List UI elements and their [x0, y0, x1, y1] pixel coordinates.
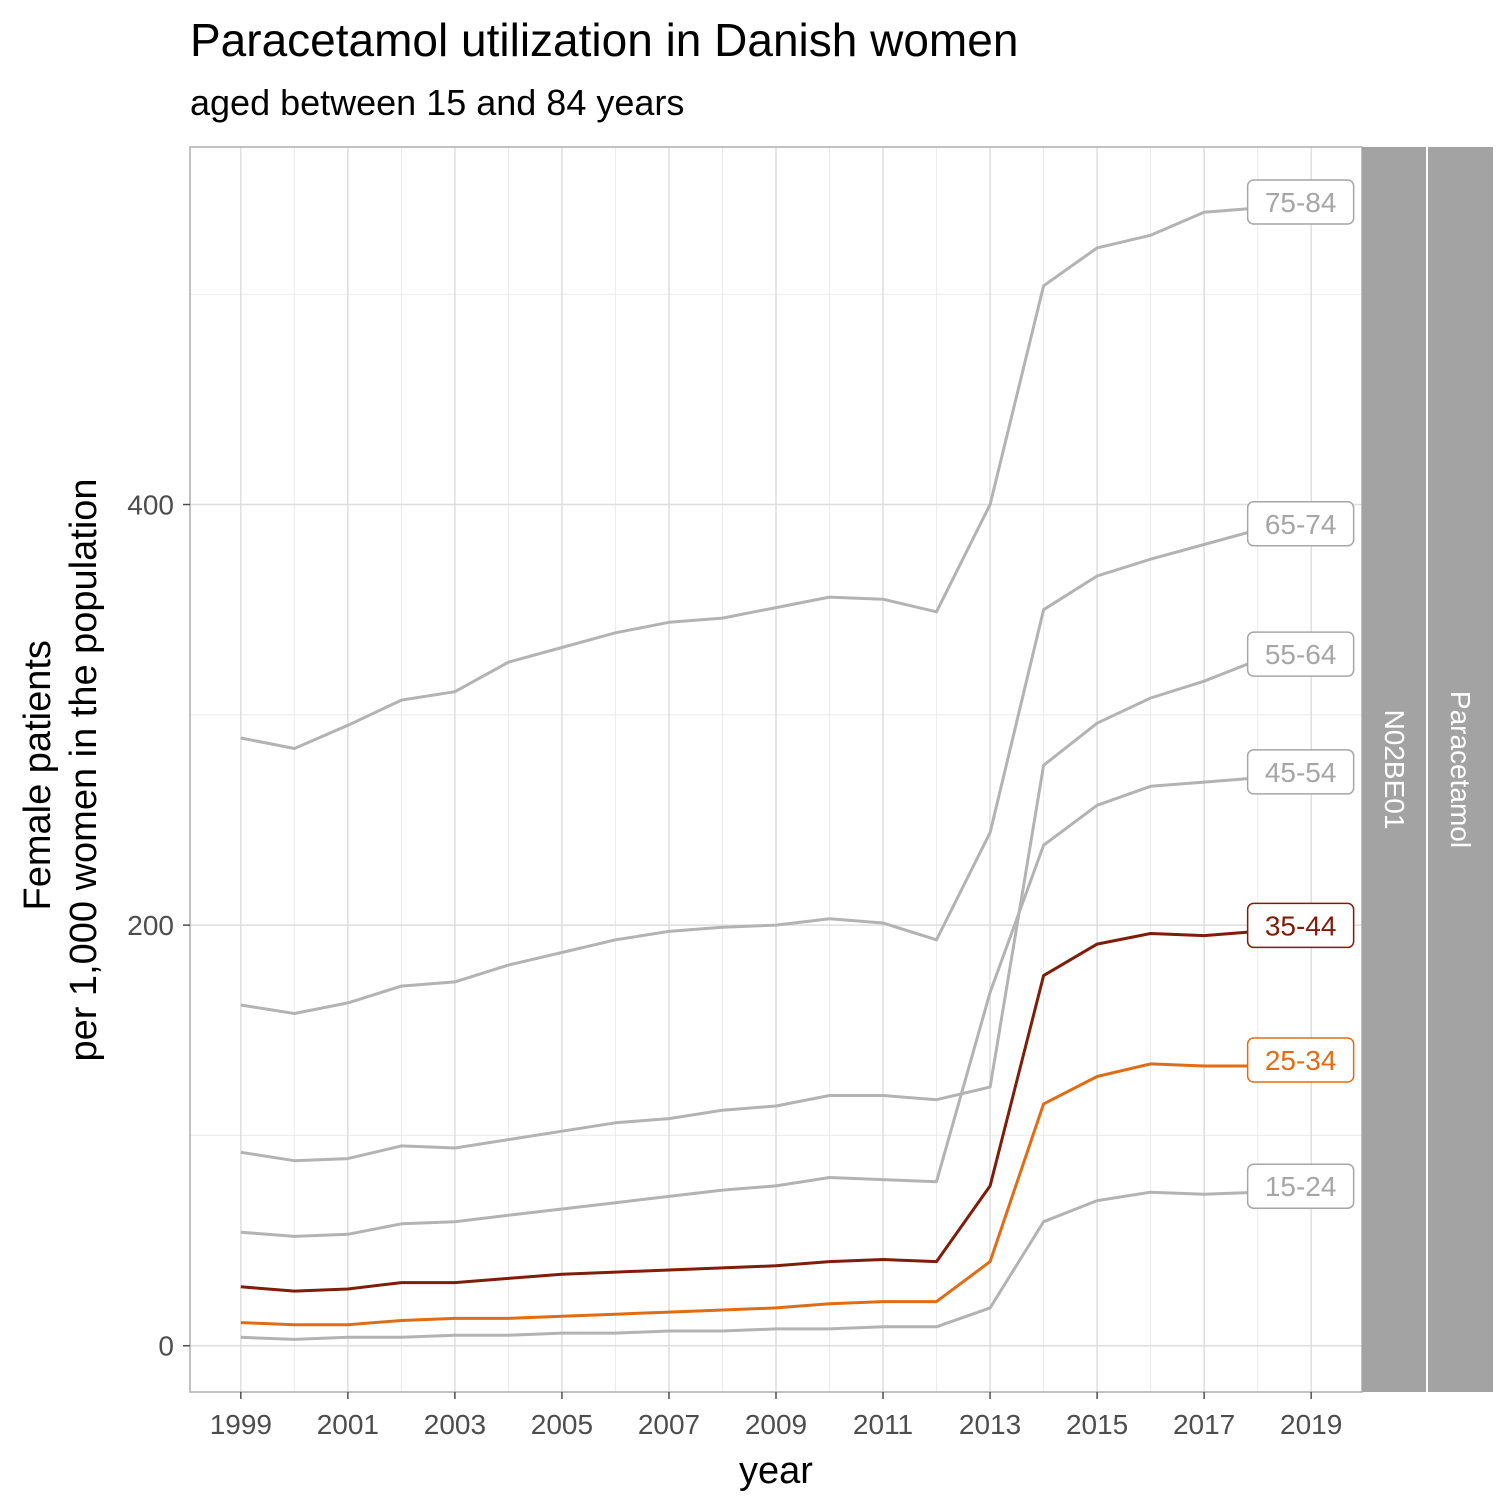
series-line-25-34 [240, 1062, 1258, 1327]
series-label-75-84: 75-84 [1246, 179, 1355, 225]
series-line-75-84 [240, 206, 1258, 750]
series-line-35-44 [240, 929, 1258, 1293]
series-line-65-74 [240, 528, 1258, 1015]
facet-strip-background [1362, 147, 1426, 1392]
series-label-text: 65-74 [1265, 509, 1337, 540]
plot-panel: 75-84 65-74 55-64 45-54 35-44 25-34 15-24 [189, 146, 1363, 1393]
x-axis: 1999 2001 2003 2005 2007 2009 2011 2013 2015 2017… [210, 1392, 1342, 1440]
y-tick-label: 0 [158, 1331, 174, 1362]
x-tick-label: 2009 [745, 1409, 807, 1440]
y-tick-label: 200 [127, 910, 174, 941]
facet-strip-label: N02BE01 [1379, 710, 1410, 830]
y-axis-title-line-1: Female patients [17, 640, 59, 910]
x-tick-label: 2017 [1173, 1409, 1235, 1440]
x-tick-label: 2013 [959, 1409, 1021, 1440]
chart-title: Paracetamol utilization in Danish women [190, 14, 1018, 66]
x-tick-label: 2001 [317, 1409, 379, 1440]
series-label-text: 45-54 [1265, 757, 1337, 788]
series-label-45-54: 45-54 [1246, 749, 1355, 795]
x-axis-title: year [739, 1450, 813, 1492]
x-tick-label: 2005 [531, 1409, 593, 1440]
series-label-box [1246, 501, 1355, 547]
series-label-text: 75-84 [1265, 187, 1337, 218]
x-tick-label: 2015 [1066, 1409, 1128, 1440]
series-label-15-24: 15-24 [1246, 1163, 1355, 1209]
series-line-55-64 [240, 658, 1259, 1163]
x-tick-label: 2003 [424, 1409, 486, 1440]
x-tick-label: 1999 [210, 1409, 272, 1440]
x-tick-label: 2019 [1280, 1409, 1342, 1440]
facet-strip-label: Paracetamol [1445, 691, 1476, 848]
series-line-45-54 [240, 776, 1258, 1238]
series-label-text: 25-34 [1265, 1045, 1337, 1076]
series-label-35-44: 35-44 [1246, 902, 1355, 949]
series-line-15-24 [240, 1190, 1258, 1341]
series-labels: 75-84 65-74 55-64 45-54 35-44 25-34 15-24 [1246, 179, 1355, 1209]
series-label-text: 55-64 [1265, 639, 1337, 670]
series-label-box [1246, 902, 1355, 949]
series-label-box [1246, 631, 1355, 677]
facet-strip: Paracetamol [1428, 147, 1493, 1392]
y-axis-title: Female patients per 1,000 women in the p… [17, 478, 105, 1061]
facet-strip: N02BE01 [1362, 147, 1426, 1392]
series-label-text: 15-24 [1265, 1171, 1337, 1202]
facet-strips: N02BE01 Paracetamol [1362, 147, 1493, 1392]
series-label-box [1246, 179, 1355, 225]
x-tick-label: 2007 [638, 1409, 700, 1440]
series-label-65-74: 65-74 [1246, 501, 1355, 547]
series-lines [240, 206, 1259, 1341]
series-label-text: 35-44 [1265, 910, 1337, 941]
series-label-box [1246, 1163, 1355, 1209]
series-label-25-34: 25-34 [1246, 1037, 1355, 1083]
y-tick-label: 400 [127, 490, 174, 521]
facet-strip-background [1428, 147, 1493, 1392]
series-label-box [1246, 749, 1355, 795]
y-axis: 0 200 400 [127, 490, 190, 1362]
series-label-box [1246, 1037, 1355, 1083]
x-tick-label: 2011 [853, 1409, 913, 1440]
chart-subtitle: aged between 15 and 84 years [190, 82, 684, 123]
series-label-55-64: 55-64 [1246, 631, 1355, 677]
y-axis-title-line-2: per 1,000 women in the population [63, 478, 105, 1061]
